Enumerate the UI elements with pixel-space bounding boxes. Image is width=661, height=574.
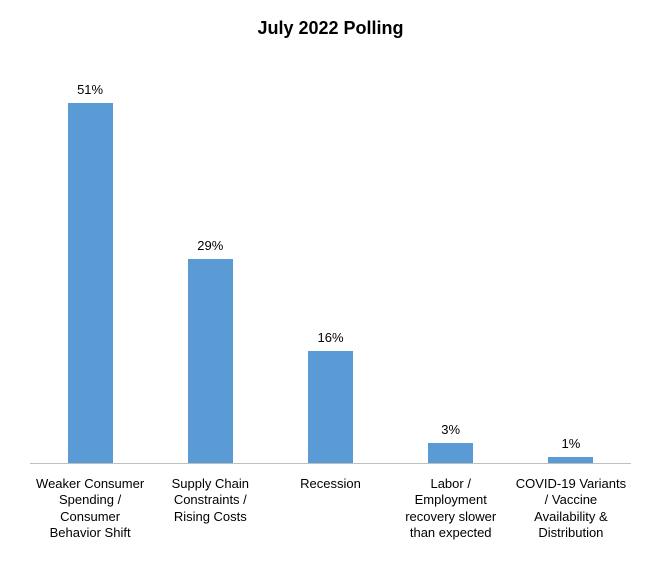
- bar-slot: 3%: [391, 75, 511, 464]
- bar: 3%: [428, 443, 473, 464]
- bar-value-label: 51%: [77, 82, 103, 97]
- bar-value-label: 1%: [562, 436, 581, 451]
- bars-container: 51% 29% 16% 3% 1%: [30, 75, 631, 464]
- bar-value-label: 29%: [197, 238, 223, 253]
- x-axis-label: Supply Chain Constraints / Rising Costs: [150, 470, 270, 574]
- bar-slot: 29%: [150, 75, 270, 464]
- x-axis-labels: Weaker Consumer Spending / Consumer Beha…: [30, 470, 631, 574]
- x-axis-label: Labor / Employment recovery slower than …: [391, 470, 511, 574]
- chart-title: July 2022 Polling: [0, 0, 661, 39]
- bar: 51%: [68, 103, 113, 464]
- x-axis-line: [30, 463, 631, 464]
- bar-slot: 1%: [511, 75, 631, 464]
- bar: 29%: [188, 259, 233, 464]
- x-axis-label: Recession: [270, 470, 390, 574]
- bar-slot: 51%: [30, 75, 150, 464]
- bar-slot: 16%: [270, 75, 390, 464]
- bar: 16%: [308, 351, 353, 464]
- chart-plot-area: 51% 29% 16% 3% 1%: [30, 75, 631, 464]
- x-axis-label: Weaker Consumer Spending / Consumer Beha…: [30, 470, 150, 574]
- bar-value-label: 3%: [441, 422, 460, 437]
- x-axis-label: COVID-19 Variants / Vaccine Availability…: [511, 470, 631, 574]
- bar-value-label: 16%: [317, 330, 343, 345]
